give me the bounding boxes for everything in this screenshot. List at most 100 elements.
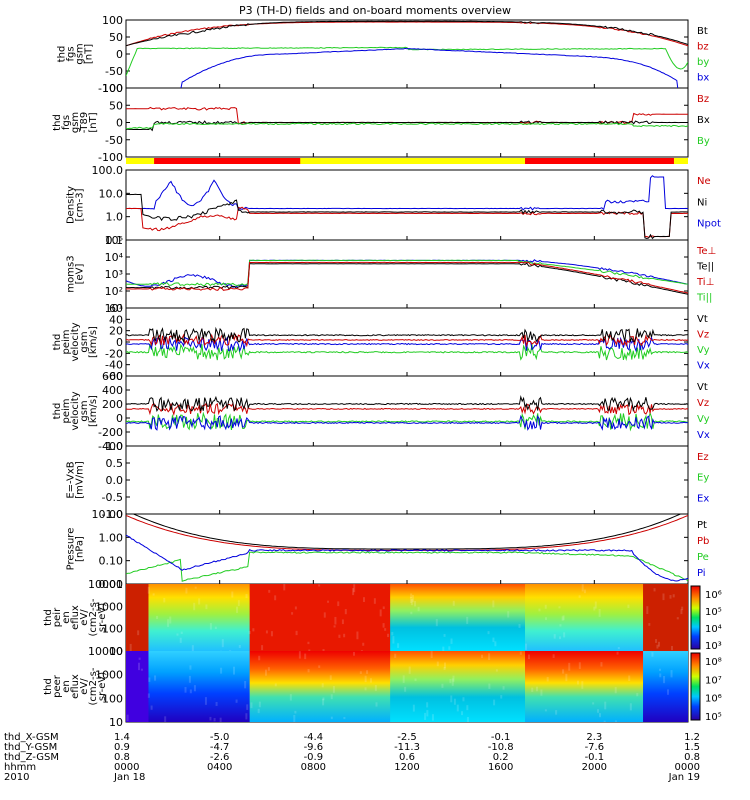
x-axis-row-label: thd_Z-GSM — [4, 752, 59, 763]
spectrogram-texture — [531, 687, 534, 692]
y-tick-label: 1.0 — [106, 211, 124, 224]
spectrogram-texture — [680, 609, 683, 615]
y-axis-label: en — [61, 680, 72, 693]
spectrogram-texture — [147, 586, 150, 594]
y-tick-label: 400 — [102, 384, 123, 397]
spectrogram-texture — [238, 644, 241, 648]
x-axis-value: 0400 — [207, 762, 232, 773]
fgs-dt-curves — [126, 106, 688, 132]
spectrogram-texture — [603, 720, 606, 722]
spectrogram-texture — [540, 689, 543, 696]
y-tick-label: 60 — [109, 302, 123, 315]
spectrogram-texture — [338, 634, 341, 638]
legend-Pt: Pt — [697, 520, 707, 531]
spectrogram-texture — [646, 606, 649, 614]
spectrogram-texture — [209, 716, 212, 721]
spectrogram-texture — [656, 644, 659, 649]
spectrogram-texture — [481, 654, 484, 659]
y-tick-label: 50 — [109, 31, 123, 44]
figure-title: P3 (TH-D) fields and on-board moments ov… — [239, 4, 511, 17]
spectrogram-texture — [147, 693, 150, 698]
y-tick-label: 0.5 — [106, 457, 124, 470]
x-axis-value: 0000 — [114, 762, 139, 773]
spectrogram-texture — [488, 653, 491, 661]
spectrogram-texture — [337, 601, 340, 607]
spectrogram-texture — [214, 626, 217, 630]
spectrogram-texture — [193, 685, 196, 692]
spectrogram-texture — [213, 718, 216, 722]
y-tick-label: 0.0 — [106, 474, 124, 487]
spectrogram-texture — [655, 639, 658, 643]
spectrogram-texture — [494, 641, 497, 647]
legend-Vx: Vx — [697, 361, 710, 372]
spectrogram-texture — [322, 698, 325, 706]
spectrogram-texture — [307, 669, 310, 673]
curve-Vy — [126, 411, 688, 432]
x-axis-value: 1.5 — [684, 742, 700, 753]
y-tick-label: -50 — [105, 65, 123, 78]
spectrogram-texture — [268, 589, 271, 593]
spectrogram-texture — [562, 615, 565, 621]
y-axis-label: gsm — [70, 112, 81, 133]
spectrogram-texture — [221, 639, 224, 648]
spectrogram-texture — [412, 704, 415, 712]
spectrogram-texture — [304, 653, 307, 660]
spectrogram-texture — [578, 662, 581, 669]
legend-Vy: Vy — [697, 345, 710, 356]
x-axis-value: -0.1 — [585, 752, 605, 763]
spectrogram-texture — [364, 687, 367, 691]
y-axis-label: gsm — [79, 400, 90, 421]
curve-Bz — [126, 106, 688, 125]
colorbar-tick-label: 10⁶ — [705, 694, 722, 705]
legend-by: by — [697, 57, 709, 68]
spectrogram-texture — [518, 624, 521, 628]
spectrogram-texture — [261, 645, 264, 651]
spectrogram-texture — [670, 670, 673, 678]
spectrogram-texture — [274, 595, 277, 601]
y-tick-label: 1000 — [95, 669, 123, 682]
spectrogram-texture — [462, 697, 465, 702]
spectrogram-texture — [430, 651, 433, 659]
spectrogram-texture — [129, 643, 132, 651]
spectrogram-texture — [245, 593, 248, 599]
x-axis-row-label: thd_Y-GSM — [4, 742, 57, 753]
curve-Vz — [126, 402, 688, 417]
spectrogram-texture — [410, 611, 413, 615]
spectrogram-texture — [248, 631, 251, 635]
spectrogram-texture — [535, 686, 538, 692]
spectrogram-texture — [344, 609, 347, 615]
spectrogram-texture — [152, 593, 155, 596]
y-tick-label: -100 — [98, 82, 123, 95]
spectrogram-texture — [456, 704, 459, 712]
y-axis-label: Density — [66, 186, 77, 224]
spectrogram-texture — [568, 662, 571, 671]
spectrogram-texture — [257, 708, 260, 714]
y-tick-label: -50 — [105, 134, 123, 147]
spectrogram-texture — [617, 647, 620, 650]
spectrogram-texture — [179, 637, 182, 643]
panels-layer — [125, 19, 701, 723]
spectrogram-texture — [553, 634, 556, 639]
spectrogram-texture — [369, 678, 372, 683]
x-axis-value: 0.8 — [114, 752, 130, 763]
spectrogram-texture — [441, 683, 444, 688]
curve-bt — [126, 20, 688, 47]
y-tick-label: 10000 — [88, 645, 123, 658]
spectrogram-texture — [193, 602, 196, 611]
spectrogram-texture — [330, 716, 333, 720]
spectrogram-texture — [616, 651, 619, 655]
x-axis-row-label: 2010 — [4, 772, 29, 783]
y-axis-label: fgs — [61, 115, 72, 130]
curve-Ni — [126, 193, 688, 240]
spectrogram-texture — [322, 648, 325, 651]
spectrogram-texture — [614, 687, 617, 694]
legend-By: By — [697, 136, 710, 147]
panel-frame — [125, 375, 689, 447]
spectrogram-texture — [373, 598, 376, 604]
curve-Ne — [126, 206, 688, 238]
y-axis-label: peer — [52, 674, 63, 698]
spectrogram-texture — [341, 619, 344, 625]
spectrogram-texture — [592, 702, 595, 705]
x-axis-value: -5.0 — [210, 732, 230, 743]
spectrogram-texture — [387, 633, 390, 638]
